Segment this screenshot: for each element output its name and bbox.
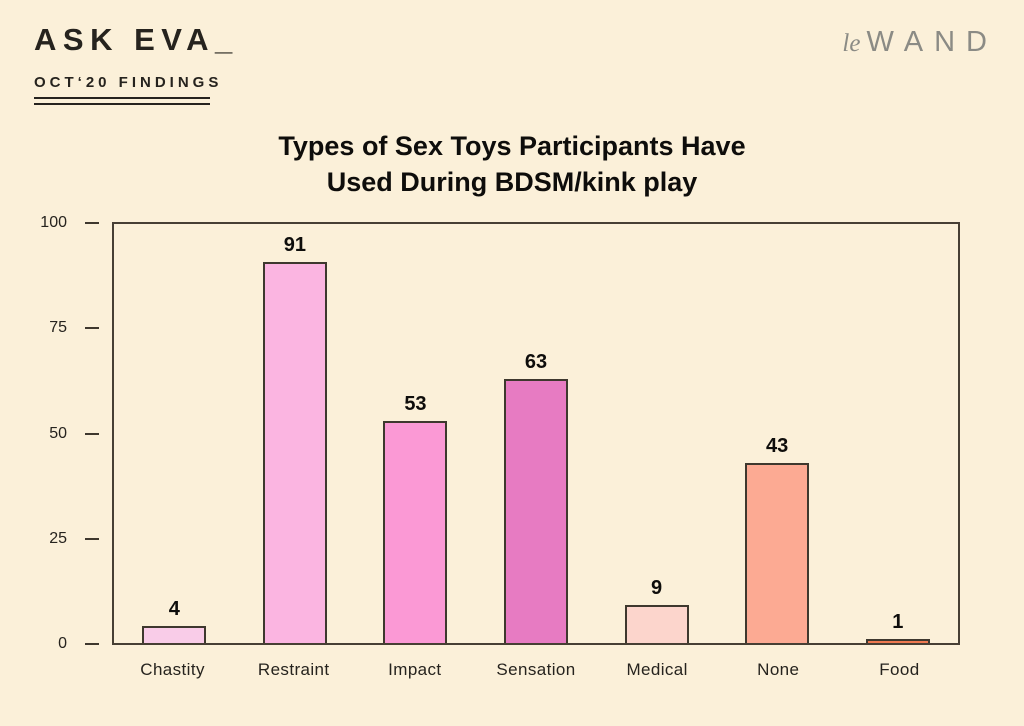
brand-title: ASK EVA_ — [34, 22, 239, 57]
bar-none — [745, 462, 810, 643]
y-axis-tick-dash — [85, 327, 99, 330]
plot-area: 4 91 53 63 9 43 1 — [112, 222, 960, 645]
y-axis-tick-label: 75 — [49, 319, 67, 337]
y-axis-tick-label: 100 — [40, 214, 67, 231]
chart-title: Types of Sex Toys Participants Have Used… — [0, 128, 1024, 200]
y-axis-tick-label: 25 — [49, 529, 67, 547]
bar-slot-chastity: 4 — [114, 224, 235, 643]
bar-value-label: 53 — [404, 392, 427, 415]
bar-value-label: 9 — [651, 577, 663, 600]
chart-title-line-1: Types of Sex Toys Participants Have — [278, 131, 746, 161]
bar-slot-impact: 53 — [355, 224, 476, 643]
x-axis-label-sensation: Sensation — [496, 660, 576, 679]
bar-impact — [383, 420, 448, 643]
y-axis-tick-dash — [85, 537, 99, 540]
bar-value-label: 4 — [168, 598, 180, 621]
chart-title-line-2: Used During BDSM/kink play — [326, 167, 698, 197]
x-axis-label-food: Food — [879, 660, 920, 679]
x-axis-label-none: None — [757, 660, 800, 679]
x-axis-label-medical: Medical — [626, 660, 688, 679]
bar-slot-medical: 9 — [596, 224, 717, 643]
y-axis-tick-dash — [85, 643, 99, 645]
bar-restraint — [262, 261, 327, 643]
le-wand-logo: le WAND — [842, 26, 998, 59]
bar-slot-sensation: 63 — [476, 224, 597, 643]
bar-slot-food: 1 — [837, 224, 958, 643]
bar-value-label: 43 — [766, 434, 789, 457]
bar-sensation — [504, 379, 569, 643]
brand-subtitle: OCT‘20 FINDINGS — [34, 74, 223, 91]
bar-value-label: 1 — [892, 610, 904, 633]
x-axis-label-impact: Impact — [388, 660, 442, 679]
logo-wand-text: WAND — [866, 26, 998, 58]
brand-block: ASK EVA_ OCT‘20 FINDINGS — [34, 22, 239, 105]
bar-slot-restraint: 91 — [235, 224, 356, 643]
bar-value-label: 91 — [283, 233, 306, 256]
x-axis-label-chastity: Chastity — [140, 660, 205, 679]
bar-slot-none: 43 — [717, 224, 838, 643]
y-axis-tick-dash — [85, 222, 99, 224]
y-axis-tick-label: 0 — [58, 635, 67, 652]
x-axis-label-restraint: Restraint — [257, 660, 330, 679]
brand-double-underline — [34, 97, 210, 105]
x-axis-labels: Chastity Restraint Impact Sensation Medical N… — [112, 660, 960, 680]
bar-medical — [624, 605, 689, 643]
y-axis-tick-label: 50 — [49, 424, 67, 442]
bar-food — [865, 638, 930, 643]
bar-value-label: 63 — [524, 351, 548, 374]
y-axis-tick-dash — [85, 432, 99, 435]
logo-le-text: le — [842, 30, 861, 57]
bar-chastity — [142, 626, 207, 643]
